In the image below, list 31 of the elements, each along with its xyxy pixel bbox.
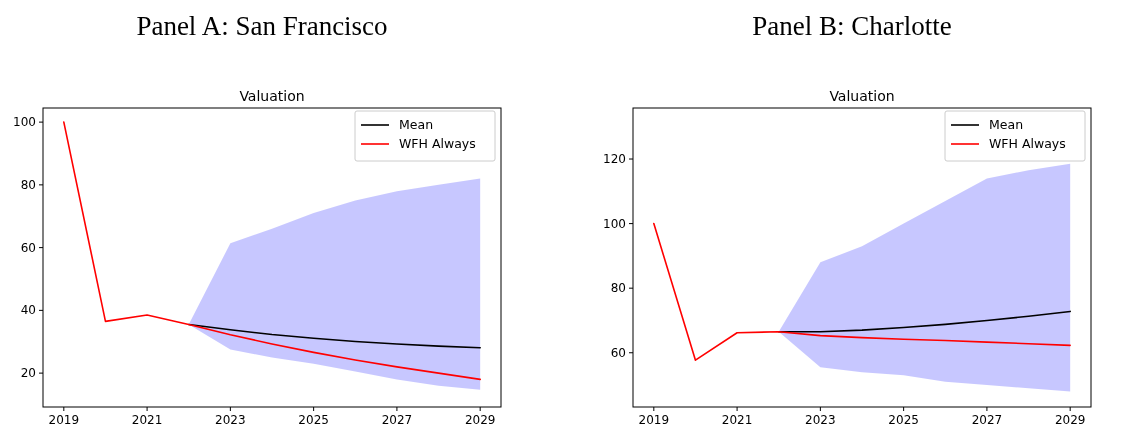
line-series — [653, 222, 1071, 361]
chart-subtitle: Valuation — [829, 88, 895, 104]
chart-title: Panel B: Charlotte — [752, 11, 952, 41]
y-tick-label: 80 — [610, 281, 626, 296]
x-tick-label: 2027 — [971, 413, 1003, 427]
chart-title: Panel A: San Francisco — [136, 11, 388, 41]
y-tick-label: 80 — [20, 177, 36, 192]
x-tick-label: 2029 — [464, 413, 496, 427]
x-tick-label: 2023 — [805, 413, 836, 427]
legend-label: WFH Always — [399, 136, 476, 151]
x-tick-label: 2019 — [638, 413, 670, 427]
legend-label: Mean — [989, 117, 1024, 132]
y-tick-label: 100 — [603, 216, 626, 231]
x-tick-label: 2021 — [721, 413, 753, 427]
y-tick-label: 60 — [610, 345, 626, 360]
y-tick-label: 40 — [20, 303, 36, 318]
chart-subtitle: Valuation — [239, 88, 305, 104]
x-tick-label: 2019 — [48, 413, 80, 427]
x-tick-label: 2023 — [215, 413, 246, 427]
x-tick-label: 2021 — [131, 413, 163, 427]
y-tick-label: 60 — [20, 240, 36, 255]
legend-label: WFH Always — [989, 136, 1066, 151]
x-tick-label: 2027 — [381, 413, 413, 427]
y-tick-label: 20 — [20, 366, 36, 381]
line-series — [63, 121, 481, 381]
x-tick-label: 2025 — [298, 413, 329, 427]
x-tick-label: 2029 — [1054, 413, 1086, 427]
y-tick-label: 120 — [603, 152, 626, 167]
x-tick-label: 2025 — [888, 413, 919, 427]
y-tick-label: 100 — [13, 115, 36, 130]
legend-label: Mean — [399, 117, 434, 132]
